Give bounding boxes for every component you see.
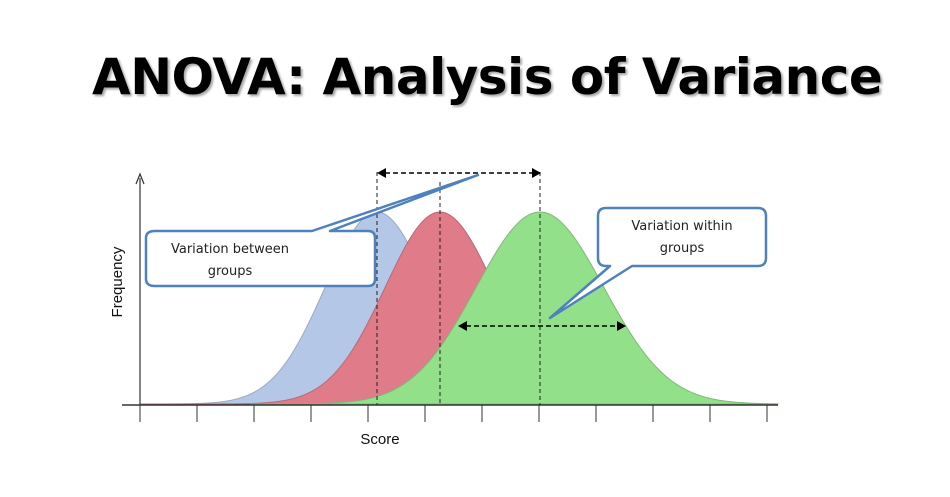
within-arrow-left-head-icon bbox=[458, 321, 467, 331]
y-axis-arrow-icon bbox=[135, 172, 145, 185]
y-axis-label: Frequency bbox=[109, 246, 126, 317]
x-axis-label: Score bbox=[360, 431, 399, 448]
between-arrow-left-head-icon bbox=[377, 168, 386, 178]
between-arrow-right-head-icon bbox=[532, 168, 541, 178]
callout-within-box bbox=[548, 206, 768, 320]
callout-between-box bbox=[144, 173, 480, 288]
callout-between-line2: groups bbox=[208, 264, 253, 279]
page-title: ANOVA: Analysis of Variance bbox=[92, 48, 883, 106]
x-axis-ticks bbox=[139, 405, 768, 422]
callout-between-line1: Variation between bbox=[171, 242, 289, 257]
within-arrow-right-head-icon bbox=[617, 321, 626, 331]
callout-within-line1: Variation within bbox=[631, 219, 732, 234]
group3-distribution bbox=[249, 211, 779, 405]
callout-within-line2: groups bbox=[660, 241, 705, 256]
